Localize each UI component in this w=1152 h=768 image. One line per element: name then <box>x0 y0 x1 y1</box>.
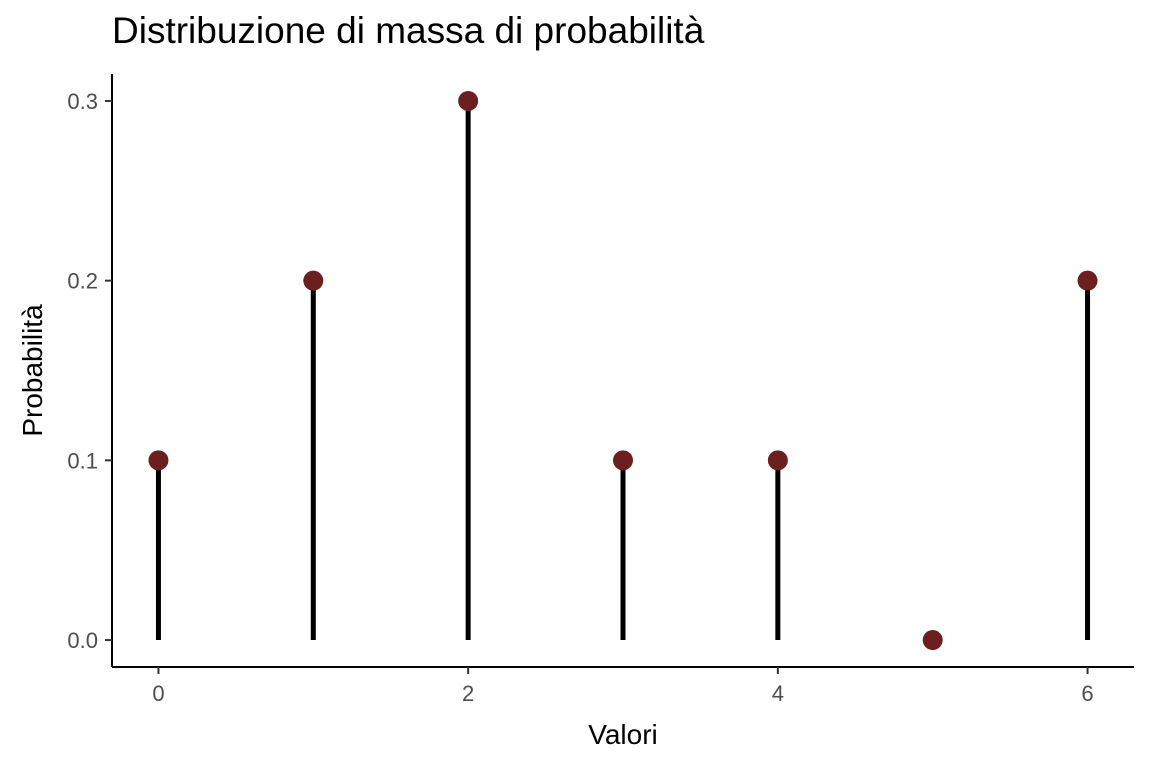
point-x2 <box>458 90 479 111</box>
point-x1 <box>303 270 324 291</box>
y-tick-label: 0.2 <box>67 269 98 294</box>
x-tick-label: 2 <box>462 681 474 706</box>
point-x5 <box>922 630 943 651</box>
y-tick-label: 0.3 <box>67 89 98 114</box>
y-axis-title: Probabilità <box>17 304 48 437</box>
point-x0 <box>148 450 169 471</box>
point-x6 <box>1077 270 1098 291</box>
x-axis-title: Valori <box>588 719 658 750</box>
x-tick-label: 4 <box>772 681 784 706</box>
x-tick-label: 0 <box>152 681 164 706</box>
y-tick-label: 0.1 <box>67 448 98 473</box>
y-axis-ticks: 0.0 0.1 0.2 0.3 <box>67 89 112 653</box>
y-tick-label: 0.0 <box>67 628 98 653</box>
x-axis-ticks: 0 2 4 6 <box>152 667 1094 706</box>
stems-layer <box>155 100 1091 641</box>
point-x3 <box>613 450 633 471</box>
point-x4 <box>767 450 788 471</box>
chart-title: Distribuzione di massa di probabilità <box>112 10 705 51</box>
points-layer <box>148 90 1098 651</box>
x-tick-label: 6 <box>1081 681 1093 706</box>
